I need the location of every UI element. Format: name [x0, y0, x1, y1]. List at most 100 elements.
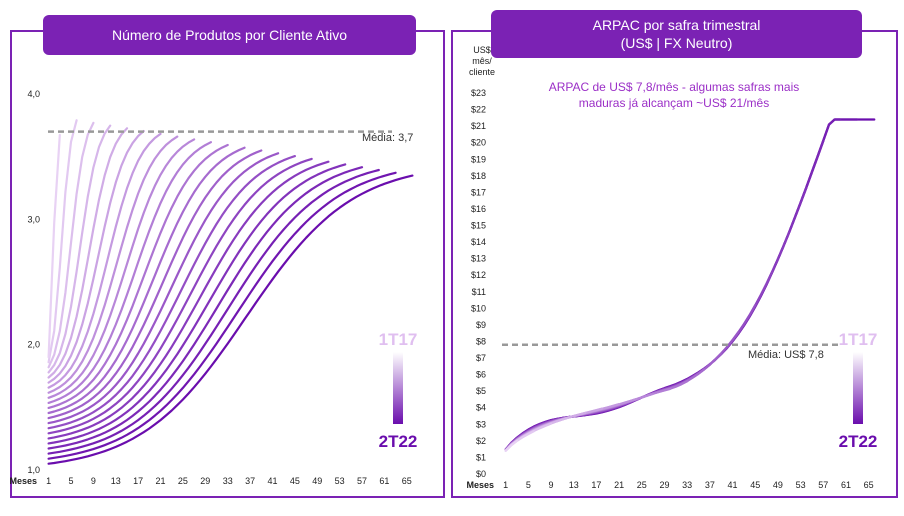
- left-cohort-line: [47, 143, 229, 409]
- left-chart-title: Número de Produtos por Cliente Ativo: [43, 15, 416, 55]
- left-cohort-line: [47, 124, 112, 374]
- left-cohort-line: [47, 174, 414, 465]
- right-y-tick-label: $22: [471, 105, 486, 115]
- left-x-tick-label: 25: [178, 476, 188, 486]
- right-annotation-line2: maduras já alcançam ~US$ 21/mês: [579, 96, 769, 110]
- left-legend-top-label: 1T17: [379, 330, 418, 349]
- left-legend-gradient-bar: [393, 352, 403, 424]
- left-cohort-line: [47, 127, 129, 379]
- left-cohort-line: [47, 141, 212, 404]
- right-x-tick-label: 45: [750, 480, 760, 490]
- right-y-tick-label: $21: [471, 121, 486, 131]
- right-x-axis-label: Meses: [466, 480, 494, 490]
- right-y-tick-label: $16: [471, 204, 486, 214]
- left-cohort-line: [47, 133, 61, 359]
- left-cohort-line: [47, 163, 347, 445]
- right-y-tick-label: $12: [471, 270, 486, 280]
- right-y-tick-label: $0: [476, 469, 486, 479]
- left-x-axis-label: Meses: [9, 476, 37, 486]
- left-x-tick-label: 57: [357, 476, 367, 486]
- right-x-tick-label: 9: [549, 480, 554, 490]
- left-x-tick-label: 21: [156, 476, 166, 486]
- right-y-tick-label: $13: [471, 254, 486, 264]
- right-cohort-line: [504, 186, 808, 451]
- right-y-tick-label: $18: [471, 171, 486, 181]
- right-y-unit-line1: US$: [473, 45, 491, 55]
- left-cohort-line: [47, 166, 364, 450]
- right-legend-top-label: 1T17: [839, 330, 878, 349]
- right-chart-title-line2: (US$ | FX Neutro): [620, 35, 733, 51]
- right-cohort-line: [504, 230, 791, 451]
- left-x-tick-label: 33: [223, 476, 233, 486]
- right-y-tick-label: $6: [476, 370, 486, 380]
- left-cohort-line: [47, 157, 313, 435]
- right-y-tick-label: $8: [476, 336, 486, 346]
- right-cohort-line: [504, 118, 876, 451]
- left-x-tick-label: 17: [133, 476, 143, 486]
- right-cohort-line: [504, 118, 842, 451]
- left-cohort-line: [47, 149, 263, 420]
- left-x-tick-label: 53: [335, 476, 345, 486]
- left-cohort-line: [47, 132, 162, 389]
- right-y-tick-label: $5: [476, 386, 486, 396]
- right-cohort-line: [504, 411, 587, 452]
- left-x-tick-label: 29: [200, 476, 210, 486]
- right-x-tick-label: 53: [796, 480, 806, 490]
- right-x-tick-label: 61: [841, 480, 851, 490]
- left-chart-panel: [10, 30, 445, 498]
- right-x-tick-label: 49: [773, 480, 783, 490]
- right-x-tick-label: 37: [705, 480, 715, 490]
- right-y-unit-line2: mês/: [472, 56, 492, 66]
- right-y-tick-label: $1: [476, 452, 486, 462]
- right-y-tick-label: $14: [471, 237, 486, 247]
- left-x-tick-label: 41: [267, 476, 277, 486]
- right-x-tick-label: 29: [659, 480, 669, 490]
- left-x-tick-label: 9: [91, 476, 96, 486]
- left-cohort-line: [47, 121, 95, 369]
- left-legend-bottom-label: 2T22: [379, 432, 418, 451]
- right-x-tick-label: 41: [728, 480, 738, 490]
- right-y-tick-label: $9: [476, 320, 486, 330]
- left-x-tick-label: 49: [312, 476, 322, 486]
- right-cohort-line: [504, 439, 519, 452]
- right-annotation-line1: ARPAC de US$ 7,8/mês - algumas safras ma…: [549, 80, 800, 94]
- right-x-tick-label: 33: [682, 480, 692, 490]
- left-x-tick-label: 37: [245, 476, 255, 486]
- right-cohort-line: [504, 352, 723, 452]
- left-average-label: Média: 3,7: [362, 132, 413, 144]
- right-x-tick-label: 13: [569, 480, 579, 490]
- right-y-tick-label: $23: [471, 88, 486, 98]
- right-x-tick-label: 5: [526, 480, 531, 490]
- left-x-tick-label: 1: [46, 476, 51, 486]
- left-cohort-line: [47, 160, 330, 440]
- right-cohort-line: [504, 331, 740, 451]
- right-y-unit-line3: cliente: [469, 67, 495, 77]
- right-chart: 1 5 9 13 17 21 25 29 33 37 41 45 49 53 57 61 65 Meses$0 $1…: [466, 88, 876, 490]
- right-y-tick-label: $2: [476, 436, 486, 446]
- right-cohort-line: [504, 422, 553, 452]
- right-cohort-line: [504, 118, 859, 451]
- right-y-tick-label: $11: [472, 287, 486, 297]
- right-y-tick-label: $15: [471, 221, 486, 231]
- right-y-tick-label: $3: [476, 419, 486, 429]
- left-cohort-line: [47, 138, 196, 399]
- left-x-tick-label: 5: [68, 476, 73, 486]
- right-cohort-line: [504, 387, 672, 452]
- right-y-tick-label: $17: [471, 187, 486, 197]
- right-cohort-line: [504, 140, 825, 451]
- right-x-tick-label: 25: [637, 480, 647, 490]
- left-cohort-line: [47, 152, 280, 425]
- right-x-tick-label: 57: [818, 480, 828, 490]
- left-cohort-line: [47, 155, 296, 430]
- right-y-tick-label: $10: [471, 303, 486, 313]
- right-average-label: Média: US$ 7,8: [748, 349, 824, 361]
- right-chart-panel: [451, 30, 898, 498]
- right-x-tick-label: 1: [503, 480, 508, 490]
- right-legend-bottom-label: 2T22: [839, 432, 878, 451]
- left-x-tick-label: 45: [290, 476, 300, 486]
- left-y-tick-label: 1,0: [27, 465, 40, 475]
- right-y-tick-label: $19: [471, 154, 486, 164]
- left-cohort-line: [47, 171, 397, 460]
